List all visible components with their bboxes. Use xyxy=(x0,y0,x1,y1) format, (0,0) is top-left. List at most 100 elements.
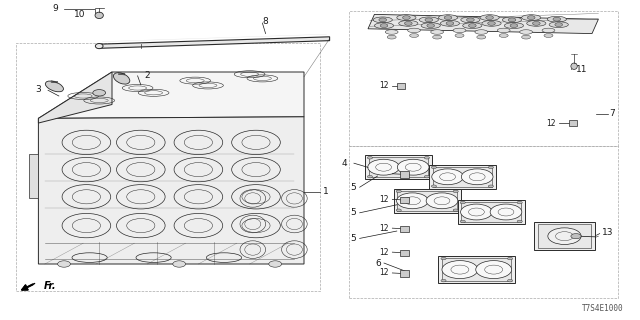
Ellipse shape xyxy=(431,30,444,34)
Ellipse shape xyxy=(374,23,394,28)
Circle shape xyxy=(490,204,522,220)
Text: 12: 12 xyxy=(380,195,389,204)
Bar xyxy=(394,189,461,213)
Text: 1: 1 xyxy=(323,188,329,196)
Text: 13: 13 xyxy=(602,228,613,237)
Ellipse shape xyxy=(373,17,392,23)
Ellipse shape xyxy=(45,81,63,92)
Text: 8: 8 xyxy=(262,17,268,26)
Circle shape xyxy=(424,156,429,159)
Bar xyxy=(16,43,320,291)
Circle shape xyxy=(555,23,563,27)
Ellipse shape xyxy=(408,28,420,33)
Bar xyxy=(401,171,409,178)
Circle shape xyxy=(432,169,463,185)
Circle shape xyxy=(461,169,493,185)
Circle shape xyxy=(173,261,186,267)
Text: T7S4E1000: T7S4E1000 xyxy=(582,304,624,313)
Ellipse shape xyxy=(438,15,458,20)
Text: 11: 11 xyxy=(576,65,588,74)
Circle shape xyxy=(517,220,522,223)
Circle shape xyxy=(453,190,458,193)
Ellipse shape xyxy=(421,23,440,28)
Circle shape xyxy=(379,18,387,22)
Ellipse shape xyxy=(547,16,566,22)
Circle shape xyxy=(58,261,70,267)
Text: 7: 7 xyxy=(609,109,615,118)
Ellipse shape xyxy=(419,17,438,23)
Bar xyxy=(401,197,409,203)
Ellipse shape xyxy=(482,20,501,26)
Ellipse shape xyxy=(502,17,522,23)
Circle shape xyxy=(93,90,106,96)
Ellipse shape xyxy=(453,28,466,33)
Polygon shape xyxy=(38,72,112,123)
Ellipse shape xyxy=(571,63,577,69)
Ellipse shape xyxy=(497,28,510,33)
Polygon shape xyxy=(38,117,304,264)
Bar xyxy=(397,191,457,211)
Ellipse shape xyxy=(549,22,568,28)
Circle shape xyxy=(446,21,454,25)
Circle shape xyxy=(527,16,535,20)
Circle shape xyxy=(508,18,516,22)
Bar xyxy=(458,200,525,224)
Text: 12: 12 xyxy=(380,169,389,178)
Circle shape xyxy=(571,234,581,239)
Polygon shape xyxy=(38,72,304,118)
Ellipse shape xyxy=(499,34,508,37)
Bar xyxy=(538,224,591,248)
Text: 9: 9 xyxy=(52,4,58,13)
Circle shape xyxy=(441,279,446,282)
Ellipse shape xyxy=(463,23,482,28)
Ellipse shape xyxy=(387,35,396,39)
Text: Fr.: Fr. xyxy=(44,281,56,292)
Circle shape xyxy=(486,16,493,20)
Circle shape xyxy=(397,159,429,175)
Circle shape xyxy=(510,24,518,28)
Circle shape xyxy=(427,24,435,28)
Text: 12: 12 xyxy=(380,81,389,90)
Text: 12: 12 xyxy=(380,224,389,233)
Bar xyxy=(569,120,577,126)
Bar xyxy=(442,258,511,281)
Ellipse shape xyxy=(397,15,416,20)
Text: 4: 4 xyxy=(342,159,348,168)
Circle shape xyxy=(453,209,458,212)
Circle shape xyxy=(460,220,465,223)
Text: 6: 6 xyxy=(375,259,381,268)
Circle shape xyxy=(404,21,412,25)
Ellipse shape xyxy=(461,17,480,23)
Circle shape xyxy=(431,166,436,169)
Bar xyxy=(397,83,406,89)
Text: 12: 12 xyxy=(380,248,389,257)
Ellipse shape xyxy=(527,20,546,26)
Circle shape xyxy=(425,18,433,22)
Bar xyxy=(433,167,492,187)
Circle shape xyxy=(396,209,401,212)
Ellipse shape xyxy=(95,12,104,19)
Text: 5: 5 xyxy=(351,183,356,192)
Circle shape xyxy=(380,24,388,28)
Bar xyxy=(461,202,521,222)
Text: 2: 2 xyxy=(144,71,150,80)
Bar xyxy=(369,157,428,177)
Text: 12: 12 xyxy=(547,119,556,128)
Ellipse shape xyxy=(544,34,553,37)
Circle shape xyxy=(460,201,465,204)
Text: 3: 3 xyxy=(35,85,41,94)
Circle shape xyxy=(548,228,581,244)
Circle shape xyxy=(441,257,446,260)
Text: 5: 5 xyxy=(351,208,356,217)
Circle shape xyxy=(426,193,458,209)
Circle shape xyxy=(403,16,410,20)
Circle shape xyxy=(442,260,478,279)
Bar xyxy=(401,250,409,256)
Circle shape xyxy=(488,185,493,188)
Circle shape xyxy=(508,279,513,282)
Bar xyxy=(401,226,409,232)
Bar xyxy=(429,165,496,189)
Circle shape xyxy=(367,175,372,178)
Bar xyxy=(534,222,595,250)
Polygon shape xyxy=(368,14,598,34)
